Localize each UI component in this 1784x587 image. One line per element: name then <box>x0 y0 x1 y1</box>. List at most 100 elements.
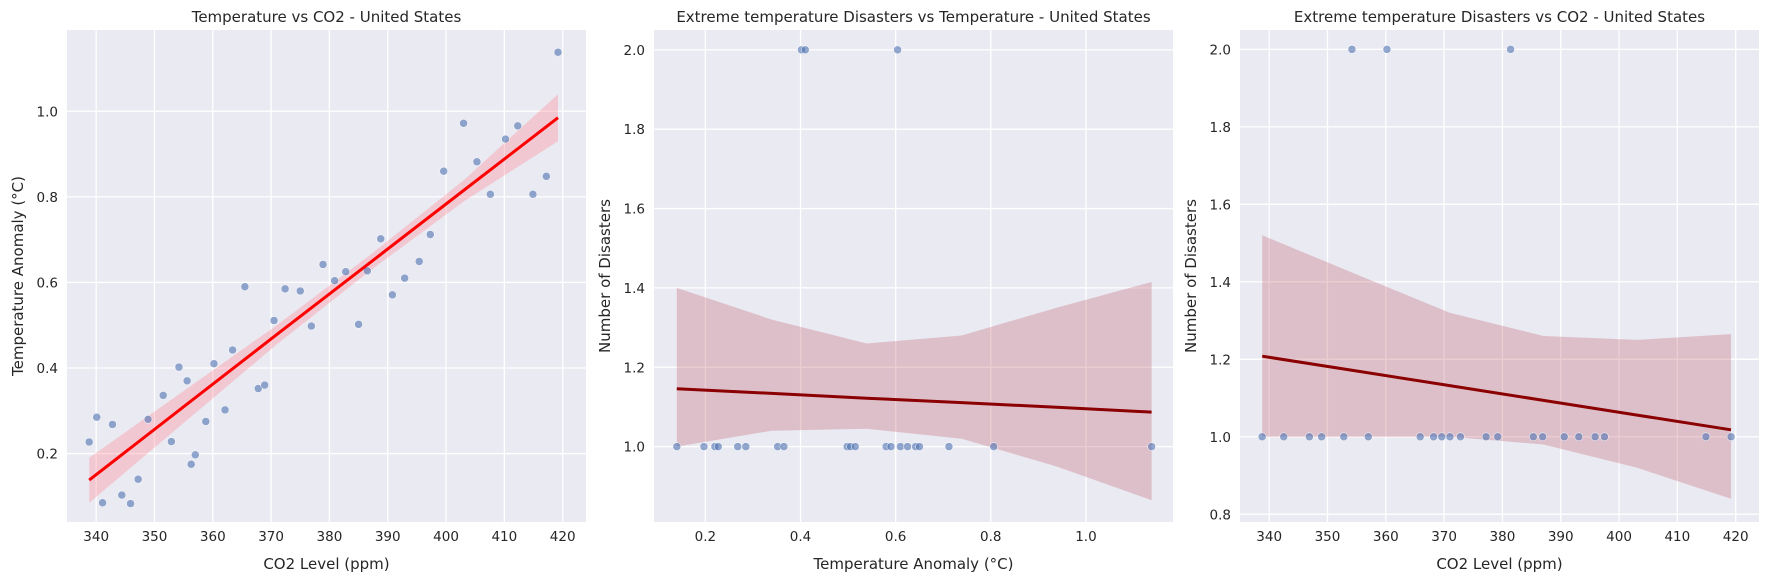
chart1-x-tick-label: 420 <box>550 529 576 545</box>
chart1-scatter-point <box>143 415 153 424</box>
chart1-scatter-point <box>486 190 495 199</box>
chart1-y-tick-label: 0.2 <box>37 447 58 463</box>
chart3-y-tick-label: 1.2 <box>1210 352 1231 368</box>
chart1-scatter-point <box>280 284 290 294</box>
chart1-scatter-point <box>296 286 305 296</box>
chart2-y-tick-label: 1.4 <box>624 281 645 297</box>
chart3-y-tick-label: 1.8 <box>1210 120 1231 136</box>
chart1-x-tick-label: 410 <box>491 529 517 545</box>
chart3-x-tick-label: 420 <box>1723 529 1749 545</box>
chart3-scatter-point <box>1600 432 1609 442</box>
chart1-y-tick-label: 1.0 <box>37 104 58 120</box>
chart3-title: Extreme temperature Disasters vs CO2 - U… <box>1294 8 1705 26</box>
chart1-scatter-point <box>307 321 316 331</box>
chart1-x-tick-label: 360 <box>200 529 226 545</box>
chart1-scatter-point <box>330 276 339 285</box>
chart1-x-tick-label: 350 <box>142 529 168 545</box>
chart2-scatter-point <box>893 45 902 55</box>
chart1-scatter-point <box>513 121 523 131</box>
chart1-scatter-point <box>459 119 468 128</box>
chart1-scatter-point <box>98 498 107 507</box>
chart1-scatter-point <box>400 273 409 283</box>
chart2-scatter-point <box>713 442 723 451</box>
chart1-scatter-point <box>388 290 397 300</box>
chart3-x-tick-label: 360 <box>1373 529 1399 545</box>
chart2-scatter-point <box>915 442 924 451</box>
chart3-scatter-point <box>1726 432 1736 442</box>
chart1-scatter-point <box>182 376 192 386</box>
chart1-scatter-point <box>501 134 510 144</box>
chart2-title: Extreme temperature Disasters vs Tempera… <box>676 8 1151 26</box>
chart1-scatter-point <box>108 420 117 429</box>
chart2-scatter-point <box>903 442 912 451</box>
chart1-scatter-point <box>439 166 448 176</box>
chart1-y-tick-label: 0.8 <box>37 190 58 206</box>
chart3-scatter-point <box>1429 432 1438 442</box>
chart3-scatter-point <box>1415 432 1425 442</box>
chart3-confidence-band <box>1262 235 1731 499</box>
chart1-scatter-point <box>220 405 230 415</box>
chart1-title: Temperature vs CO2 - United States <box>191 8 462 26</box>
chart3-y-tick-label: 2.0 <box>1210 42 1231 58</box>
chart1-regression-line <box>88 116 559 482</box>
chart1-scatter-point <box>133 474 143 484</box>
chart2-scatter-point <box>1147 442 1156 451</box>
chart2-x-tick-label: 0.2 <box>695 529 716 545</box>
chart1-scatter-point <box>354 320 363 329</box>
chart1-y-axis-label: Temperature Anomaly (°C) <box>9 176 27 377</box>
chart3-scatter-point <box>1559 432 1569 442</box>
chart1-scatter-point <box>426 230 435 239</box>
chart3-x-tick-label: 400 <box>1606 529 1632 545</box>
chart1-x-tick-label: 380 <box>317 529 343 545</box>
chart3-x-tick-label: 350 <box>1315 529 1341 545</box>
chart2-scatter-point <box>944 442 954 451</box>
chart1-scatter-point <box>209 359 219 368</box>
chart3-y-tick-label: 1.4 <box>1210 275 1231 291</box>
chart1-scatter-point <box>174 362 184 372</box>
chart1-y-tick-label: 0.4 <box>37 361 58 377</box>
chart1-x-axis-label: CO2 Level (ppm) <box>263 555 389 573</box>
chart3-y-axis-label: Number of Disasters <box>1182 199 1200 353</box>
chart3-scatter-point <box>1538 432 1547 442</box>
chart2-x-tick-label: 0.6 <box>885 529 906 545</box>
chart2-scatter-point <box>733 442 742 451</box>
chart2-y-tick-label: 1.8 <box>624 122 645 138</box>
chart2-y-axis-label: Number of Disasters <box>596 199 614 353</box>
chart1-scatter-point <box>318 260 328 269</box>
chart3-x-axis-label: CO2 Level (ppm) <box>1436 555 1562 573</box>
chart1-scatter-point <box>260 380 269 390</box>
chart3-scatter-point <box>1382 45 1392 54</box>
chart2-y-tick-label: 1.0 <box>624 440 645 456</box>
chart1-scatter-point <box>376 234 385 244</box>
chart2-x-tick-label: 0.8 <box>980 529 1001 545</box>
chart3-y-tick-label: 1.0 <box>1210 430 1231 446</box>
chart2-y-tick-label: 1.6 <box>624 202 645 218</box>
chart3-scatter-point <box>1317 432 1326 442</box>
chart3-scatter-point <box>1590 432 1600 442</box>
chart3-x-tick-label: 340 <box>1256 529 1282 545</box>
chart1-plot-area <box>67 30 586 522</box>
chart1-scatter-point <box>186 459 196 469</box>
chart3-scatter-point <box>1257 432 1267 442</box>
chart1-scatter-point <box>126 499 135 508</box>
chart1-y-tick-label: 0.6 <box>37 275 58 291</box>
chart3-scatter-point <box>1445 432 1455 442</box>
chart1: 340 350 360 370 380 390 400 410 420 0.2 0.4 0.6 0.8 1… <box>9 8 586 573</box>
chart3-x-tick-label: 370 <box>1431 529 1457 545</box>
chart3-scatter-point <box>1279 432 1288 442</box>
chart2-scatter-point <box>699 442 709 451</box>
chart1-scatter-point <box>363 266 372 276</box>
chart3-scatter-point <box>1506 45 1515 54</box>
chart1-scatter-point <box>472 157 482 167</box>
chart3-x-tick-label: 380 <box>1490 529 1516 545</box>
chart1-scatter-point <box>240 282 250 291</box>
chart2-x-axis-label: Temperature Anomaly (°C) <box>812 555 1013 573</box>
chart1-scatter-point <box>269 316 279 325</box>
chart2-scatter-point <box>801 45 810 55</box>
chart1-scatter-point <box>84 437 94 447</box>
chart1-scatter-point <box>117 490 127 500</box>
chart2-regression-line <box>676 387 1152 414</box>
chart3-x-tick-label: 390 <box>1548 529 1574 545</box>
chart3-scatter-point <box>1574 432 1584 442</box>
